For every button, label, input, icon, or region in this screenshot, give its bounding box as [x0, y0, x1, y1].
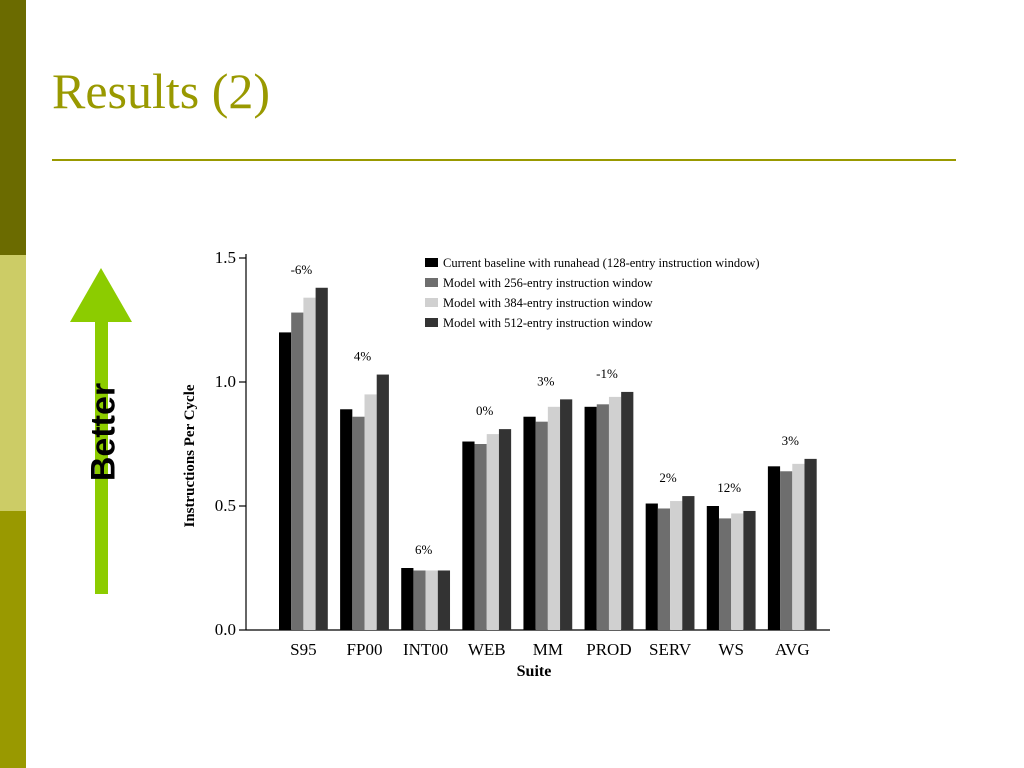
bar [780, 471, 793, 630]
bar [718, 518, 732, 630]
legend-swatch [425, 298, 438, 307]
legend-swatch [425, 318, 438, 327]
bar [792, 463, 805, 630]
left-accent-bar-middle [0, 255, 26, 511]
legend-swatch [425, 258, 438, 267]
bar [621, 391, 634, 630]
left-accent-bar-bottom [0, 511, 26, 768]
bar [804, 458, 817, 630]
x-tick-label: SERV [649, 640, 692, 659]
percent-annotation: 0% [476, 403, 494, 418]
x-tick-label: S95 [290, 640, 316, 659]
percent-annotation: 12% [717, 480, 741, 495]
left-accent-bar-top [0, 0, 26, 255]
bar [340, 409, 353, 630]
legend-label: Model with 384-entry instruction window [443, 296, 653, 310]
bar [584, 406, 597, 630]
bar [608, 396, 622, 630]
x-axis-title: Suite [517, 663, 552, 680]
bar [706, 506, 719, 630]
better-label: Better [84, 382, 123, 482]
ipc-bar-chart: 0.0 0.5 1.0 1.5 Instructions Per Cycle -6% S95… [182, 248, 830, 680]
y-axis-title: Instructions Per Cycle [182, 384, 198, 527]
bar [401, 568, 414, 630]
y-tick-label: 0.5 [215, 496, 236, 515]
percent-annotation: 3% [782, 433, 800, 448]
bar [486, 434, 499, 630]
x-tick-label: WEB [468, 640, 506, 659]
y-tick-label: 0.0 [215, 620, 236, 639]
bar [547, 406, 561, 630]
percent-annotation: 3% [537, 373, 555, 388]
legend-label: Model with 256-entry instruction window [443, 276, 653, 290]
x-tick-label: FP00 [347, 640, 383, 659]
bar [376, 374, 389, 630]
bar [682, 496, 695, 630]
bar [462, 441, 475, 630]
bar [303, 297, 316, 630]
bar [645, 503, 658, 630]
bar [498, 429, 512, 630]
bar [535, 421, 548, 630]
legend-swatch [425, 278, 438, 287]
bar [413, 570, 426, 630]
percent-annotation: 2% [659, 470, 677, 485]
bar [743, 510, 756, 630]
bar [670, 501, 683, 630]
bar [291, 312, 304, 630]
bar [425, 570, 438, 630]
percent-annotation: -6% [291, 262, 313, 277]
x-tick-label: WS [718, 640, 744, 659]
percent-annotation: -1% [596, 366, 618, 381]
slide-title: Results (2) [52, 63, 271, 119]
y-tick-label: 1.0 [215, 372, 236, 391]
bar [596, 404, 609, 630]
percent-annotation: 6% [415, 542, 433, 557]
x-tick-label: INT00 [403, 640, 448, 659]
title-divider [52, 159, 956, 161]
bar [315, 287, 328, 630]
bar [657, 508, 671, 630]
y-tick-label: 1.5 [215, 248, 236, 267]
legend-label: Model with 512-entry instruction window [443, 316, 653, 330]
bar [352, 416, 365, 630]
x-tick-label: PROD [586, 640, 631, 659]
bar [560, 399, 573, 630]
bar [279, 332, 292, 630]
x-tick-label: MM [533, 640, 563, 659]
bar [364, 394, 377, 630]
bar [437, 570, 451, 630]
bar [474, 444, 487, 630]
bar [767, 466, 781, 630]
percent-annotation: 4% [354, 349, 372, 364]
bar [523, 416, 536, 630]
up-arrow-icon [70, 268, 132, 594]
legend-label: Current baseline with runahead (128-entr… [443, 256, 760, 270]
x-tick-label: AVG [775, 640, 810, 659]
bar [731, 513, 744, 630]
